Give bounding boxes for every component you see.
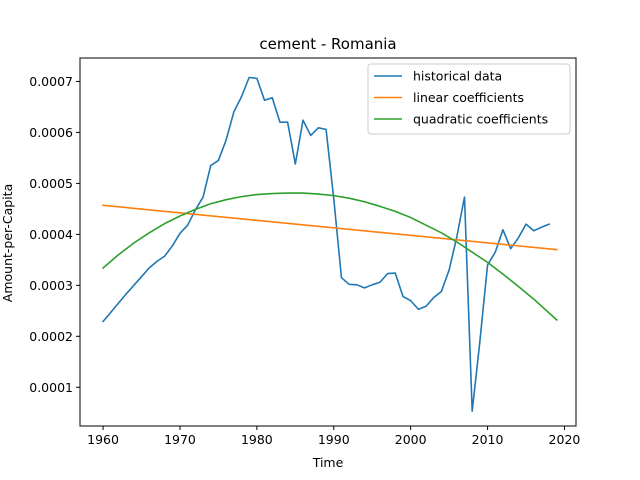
- y-tick-label: 0.0004: [29, 227, 73, 242]
- y-tick-label: 0.0007: [29, 74, 73, 89]
- y-tick-label: 0.0005: [29, 176, 73, 191]
- legend-box: [367, 63, 571, 135]
- y-tick-label: 0.0002: [29, 329, 73, 344]
- y-tick-label: 0.0003: [29, 278, 73, 293]
- plot-frame: [79, 57, 577, 427]
- series-line-1: [102, 204, 558, 251]
- legend-label-0: historical data: [413, 69, 502, 84]
- legend-label-1: linear coefficients: [413, 90, 524, 105]
- x-tick-label: 1970: [164, 432, 196, 447]
- x-axis: 1960 1970 1980 1990 2000 2010 2020: [87, 426, 580, 447]
- y-tick-label: 0.0001: [29, 380, 73, 395]
- x-tick-label: 2010: [472, 432, 504, 447]
- y-axis-title: Amount-per-Capita: [0, 184, 15, 302]
- legend-label-2: quadratic coefficients: [413, 112, 548, 127]
- x-axis-title: Time: [312, 455, 344, 470]
- series-line-2: [101, 192, 558, 322]
- x-tick-label: 1980: [241, 432, 273, 447]
- series-group: [101, 76, 558, 413]
- y-tick-label: 0.0006: [29, 125, 73, 140]
- y-axis: 0.0001 0.0002 0.0003 0.0004 0.0005 0.0006 0.00…: [29, 74, 80, 395]
- chart-title: cement - Romania: [259, 35, 396, 53]
- legend: historical data linear coefficients quadra…: [367, 63, 571, 135]
- x-tick-label: 2000: [395, 432, 427, 447]
- x-tick-label: 1960: [87, 432, 119, 447]
- x-tick-label: 2020: [549, 432, 581, 447]
- series-line-0: [101, 76, 551, 413]
- x-tick-label: 1990: [318, 432, 350, 447]
